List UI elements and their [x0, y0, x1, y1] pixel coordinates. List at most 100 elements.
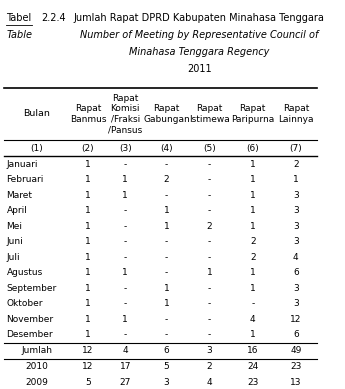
- Text: 3: 3: [293, 206, 299, 215]
- Text: 1: 1: [122, 315, 128, 324]
- Text: 2: 2: [250, 237, 256, 246]
- Text: 4: 4: [293, 253, 299, 262]
- Text: -: -: [208, 253, 211, 262]
- Text: 1: 1: [250, 206, 256, 215]
- Text: 1: 1: [85, 315, 91, 324]
- Text: Rapat
Gabungan: Rapat Gabungan: [143, 104, 190, 124]
- Text: 1: 1: [122, 175, 128, 184]
- Text: (2): (2): [82, 144, 94, 153]
- Text: 4: 4: [250, 315, 256, 324]
- Text: November: November: [7, 315, 53, 324]
- Text: 1: 1: [164, 284, 169, 293]
- Text: Oktober: Oktober: [7, 299, 43, 308]
- Text: 1: 1: [85, 330, 91, 339]
- Text: 2: 2: [293, 160, 299, 169]
- Text: 6: 6: [164, 346, 169, 355]
- Text: 5: 5: [85, 378, 91, 387]
- Text: 1: 1: [250, 191, 256, 200]
- Text: April: April: [7, 206, 27, 215]
- Text: 12: 12: [290, 315, 302, 324]
- Text: -: -: [208, 330, 211, 339]
- Text: -: -: [165, 160, 168, 169]
- Text: (7): (7): [289, 144, 302, 153]
- Text: 13: 13: [290, 378, 302, 387]
- Text: Februari: Februari: [7, 175, 44, 184]
- Text: 1: 1: [250, 268, 256, 277]
- Text: (4): (4): [160, 144, 173, 153]
- Text: 4: 4: [122, 346, 128, 355]
- Text: -: -: [124, 284, 127, 293]
- Text: 1: 1: [85, 268, 91, 277]
- Text: 1: 1: [85, 175, 91, 184]
- Text: -: -: [208, 206, 211, 215]
- Text: 2011: 2011: [187, 64, 211, 74]
- Text: 6: 6: [293, 268, 299, 277]
- Text: -: -: [208, 315, 211, 324]
- Text: 1: 1: [207, 268, 213, 277]
- Text: (1): (1): [31, 144, 43, 153]
- Text: 3: 3: [293, 299, 299, 308]
- Text: 1: 1: [85, 191, 91, 200]
- Text: Minahasa Tenggara Regency: Minahasa Tenggara Regency: [129, 47, 269, 57]
- Text: 3: 3: [207, 346, 213, 355]
- Text: Januari: Januari: [7, 160, 38, 169]
- Text: 1: 1: [85, 222, 91, 231]
- Text: 27: 27: [120, 378, 131, 387]
- Text: -: -: [124, 299, 127, 308]
- Text: 1: 1: [293, 175, 299, 184]
- Text: 24: 24: [247, 362, 258, 371]
- Text: 1: 1: [85, 253, 91, 262]
- Text: 49: 49: [290, 346, 302, 355]
- Text: Tabel: Tabel: [7, 13, 32, 23]
- Text: 2: 2: [207, 222, 213, 231]
- Text: -: -: [208, 191, 211, 200]
- Text: -: -: [124, 160, 127, 169]
- Text: 1: 1: [250, 175, 256, 184]
- Text: Rapat
Banmus: Rapat Banmus: [70, 104, 106, 124]
- Text: 1: 1: [164, 222, 169, 231]
- Text: 3: 3: [293, 191, 299, 200]
- Text: -: -: [165, 268, 168, 277]
- Text: Mei: Mei: [7, 222, 22, 231]
- Text: 1: 1: [250, 284, 256, 293]
- Text: Juli: Juli: [7, 253, 20, 262]
- Text: -: -: [165, 191, 168, 200]
- Text: -: -: [124, 206, 127, 215]
- Text: 1: 1: [85, 299, 91, 308]
- Text: 1: 1: [85, 160, 91, 169]
- Text: 2.2.4: 2.2.4: [41, 13, 66, 23]
- Text: (5): (5): [203, 144, 216, 153]
- Text: Table: Table: [7, 30, 32, 40]
- Text: 3: 3: [293, 284, 299, 293]
- Text: 1: 1: [122, 268, 128, 277]
- Text: 23: 23: [290, 362, 302, 371]
- Text: Jumlah: Jumlah: [21, 346, 52, 355]
- Text: -: -: [208, 299, 211, 308]
- Text: 23: 23: [247, 378, 258, 387]
- Text: Rapat
Istimewa: Rapat Istimewa: [189, 104, 230, 124]
- Text: Desember: Desember: [7, 330, 53, 339]
- Text: 16: 16: [247, 346, 258, 355]
- Text: 1: 1: [250, 330, 256, 339]
- Text: Maret: Maret: [7, 191, 32, 200]
- Text: (6): (6): [246, 144, 259, 153]
- Text: 1: 1: [250, 160, 256, 169]
- Text: 3: 3: [293, 222, 299, 231]
- Text: -: -: [165, 237, 168, 246]
- Text: -: -: [208, 160, 211, 169]
- Text: 12: 12: [82, 362, 94, 371]
- Text: -: -: [208, 284, 211, 293]
- Text: Rapat
Lainnya: Rapat Lainnya: [278, 104, 314, 124]
- Text: 2009: 2009: [26, 378, 49, 387]
- Text: Juni: Juni: [7, 237, 23, 246]
- Text: -: -: [251, 299, 254, 308]
- Text: September: September: [7, 284, 57, 293]
- Text: 5: 5: [164, 362, 169, 371]
- Text: -: -: [208, 175, 211, 184]
- Text: 3: 3: [164, 378, 169, 387]
- Text: Bulan: Bulan: [23, 109, 50, 119]
- Text: 1: 1: [250, 222, 256, 231]
- Text: 1: 1: [164, 299, 169, 308]
- Text: 6: 6: [293, 330, 299, 339]
- Text: -: -: [124, 253, 127, 262]
